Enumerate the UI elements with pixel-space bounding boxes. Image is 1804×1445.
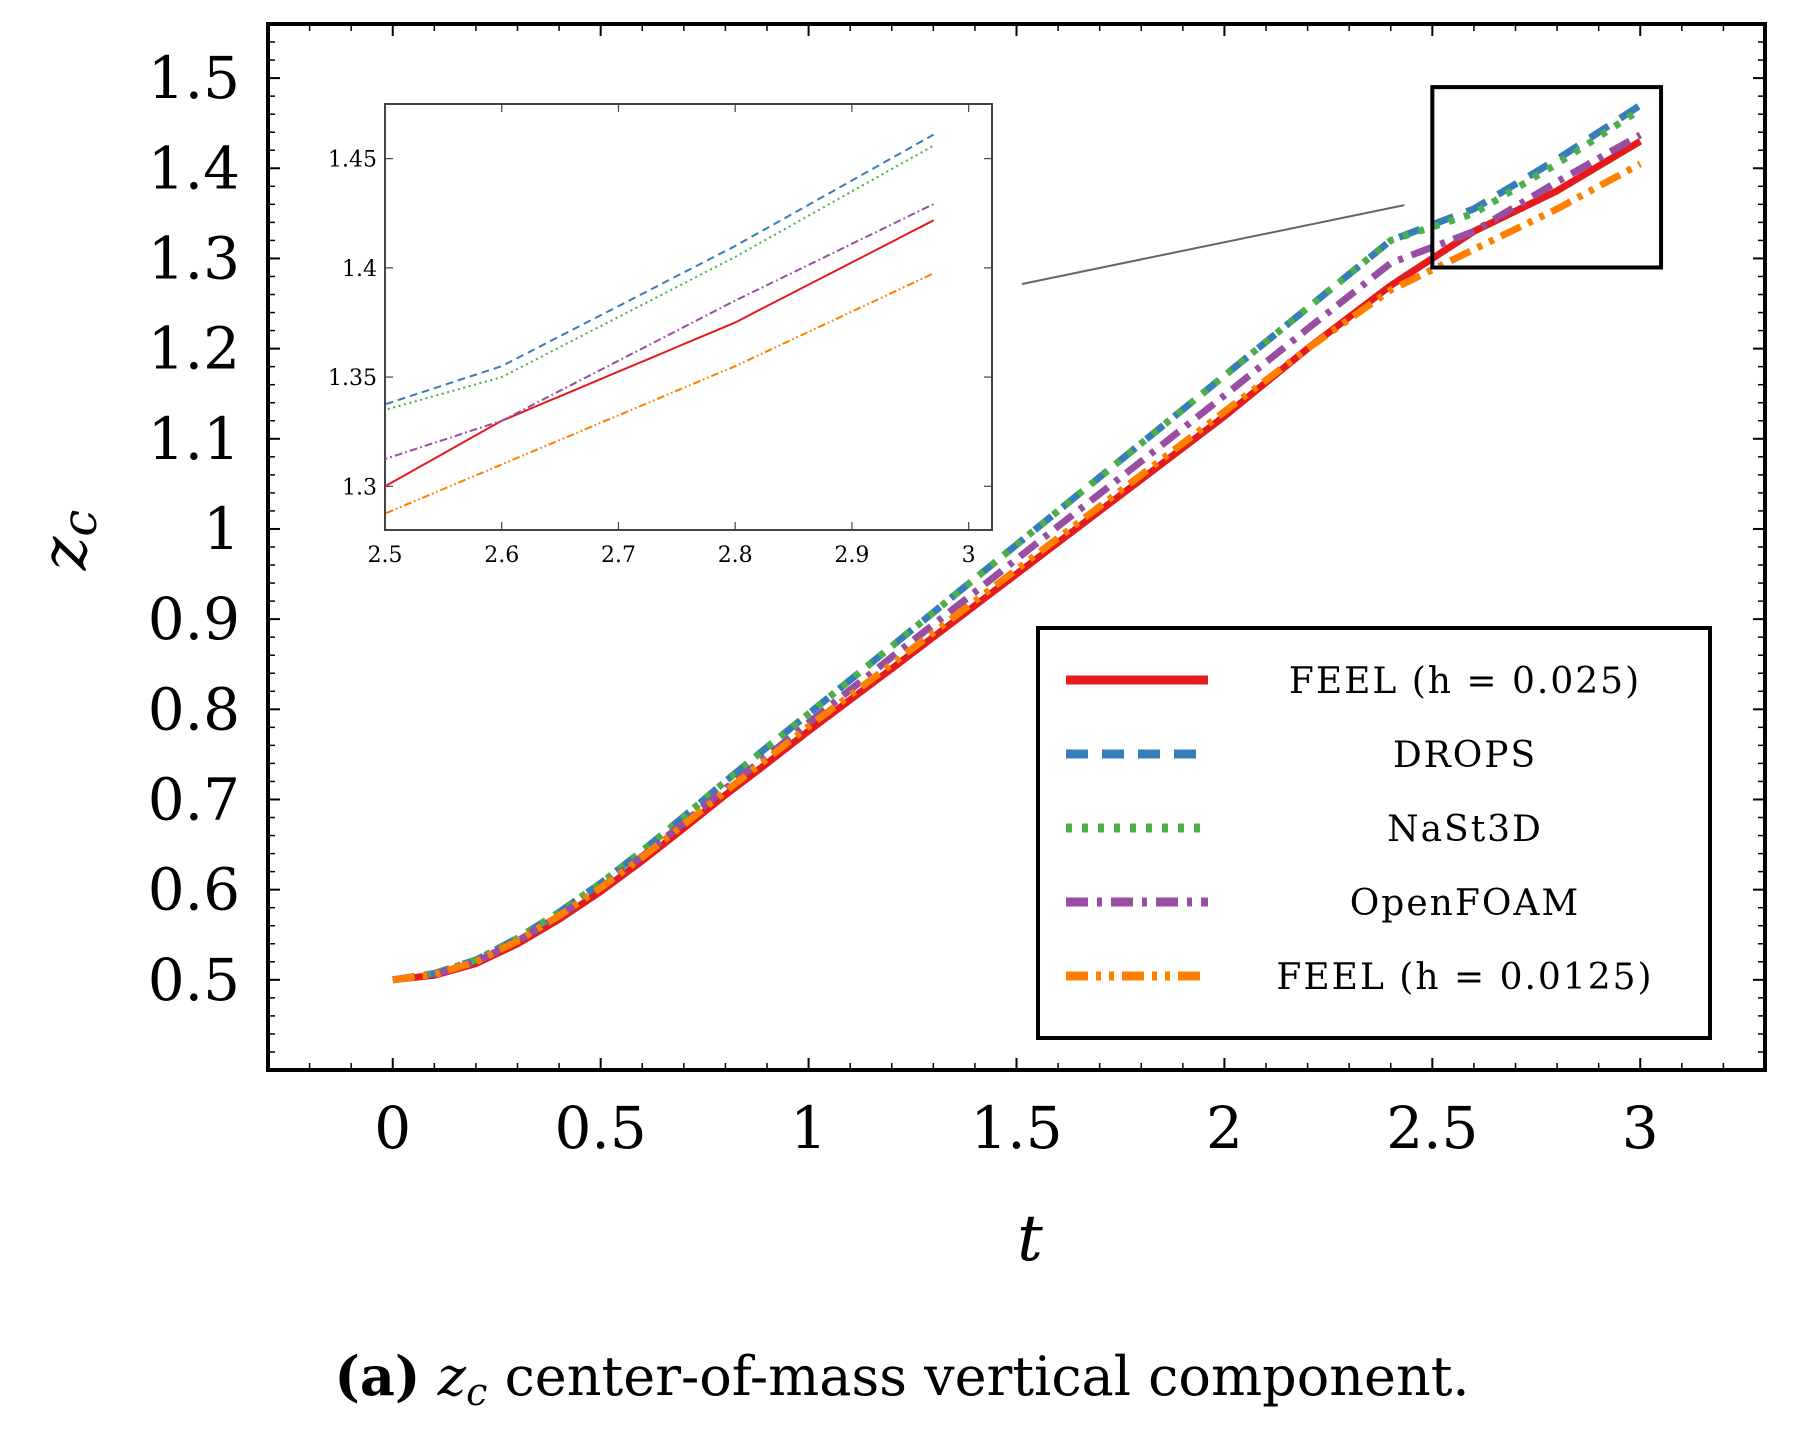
x-tick-label: 3 <box>1622 1094 1659 1162</box>
legend-label-5: FEEL (h = 0.0125) <box>1276 957 1653 998</box>
y-axis-label-base: z <box>28 535 102 571</box>
y-tick-label: 0.6 <box>148 856 240 924</box>
inset-series <box>385 133 935 515</box>
x-axis-label: t <box>1017 1202 1043 1276</box>
legend-items: FEEL (h = 0.025) DROPS NaSt3D OpenFOAM FEEL … <box>1066 661 1653 998</box>
x-tick-label: 1 <box>790 1094 827 1162</box>
inset-frame <box>384 103 993 531</box>
caption-symbol: z <box>437 1345 467 1408</box>
inset-x-tick-label: 2.8 <box>718 543 753 568</box>
y-tick-label: 1.4 <box>148 134 240 202</box>
inset-background <box>385 104 992 530</box>
inset-y-tick-label: 1.3 <box>342 475 377 500</box>
legend-label-1: FEEL (h = 0.025) <box>1289 661 1641 702</box>
y-tick-label: 1.5 <box>148 44 240 112</box>
caption-label: (a) <box>334 1344 420 1408</box>
caption-symbol-sub: c <box>466 1370 487 1414</box>
y-tick-label: 0.9 <box>148 585 240 653</box>
y-tick-label: 0.5 <box>148 946 240 1014</box>
inset-x-tick-label: 2.5 <box>368 543 403 568</box>
legend-label-4: OpenFOAM <box>1350 883 1580 924</box>
inset-x-tick-label: 3 <box>962 543 976 568</box>
y-tick-label: 0.7 <box>148 765 240 833</box>
inset-x-tick-label: 2.7 <box>601 543 636 568</box>
inset-ticks: 2.5 2.6 2.7 2.8 2.9 3 1.3 1.35 1.4 1.45 <box>328 104 992 568</box>
inset-y-tick-label: 1.35 <box>328 366 377 391</box>
y-tick-label: 1.1 <box>148 405 240 473</box>
zoom-box <box>1430 85 1664 270</box>
series-line-feel-h-0-0125 <box>392 160 1642 984</box>
inset-x-tick-label: 2.9 <box>834 543 869 568</box>
inset-series-line-feel-h-0-025 <box>385 219 935 488</box>
caption: (a) zc center-of-mass vertical component… <box>334 1344 1469 1414</box>
inset-x-tick-label: 2.6 <box>484 543 519 568</box>
main-ticks: 0 0.5 1 1.5 2 2.5 3 0.5 0.6 0.7 0.8 0.9 1 1.1 1.2 1.3 1.… <box>148 24 1765 1162</box>
main-plot: 0 0.5 1 1.5 2 2.5 3 0.5 0.6 0.7 0.8 0.9 1 1.1 1.2 1.3 1.… <box>28 22 1767 1276</box>
inset-plot: 2.5 2.6 2.7 2.8 2.9 3 1.3 1.35 1.4 1.45 <box>328 103 993 568</box>
x-tick-label: 0 <box>374 1094 411 1162</box>
caption-description: center-of-mass vertical component. <box>505 1345 1470 1408</box>
legend-label-3: NaSt3D <box>1387 809 1543 850</box>
legend: FEEL (h = 0.025) DROPS NaSt3D OpenFOAM FEEL … <box>1036 626 1712 1040</box>
x-tick-label: 1.5 <box>970 1094 1062 1162</box>
inset-y-tick-label: 1.4 <box>342 257 377 282</box>
x-tick-label: 0.5 <box>555 1094 647 1162</box>
main-series <box>392 102 1643 984</box>
legend-label-2: DROPS <box>1393 735 1537 776</box>
inset-series-line-nast3d <box>385 144 935 411</box>
y-axis-label-sub: c <box>52 510 108 537</box>
x-tick-label: 2 <box>1206 1094 1243 1162</box>
x-tick-label: 2.5 <box>1386 1094 1478 1162</box>
y-tick-label: 1 <box>203 495 240 563</box>
y-tick-label: 1.3 <box>148 224 240 292</box>
y-tick-label: 0.8 <box>148 675 240 743</box>
inset-series-line-openfoam <box>385 203 935 461</box>
y-axis-label: zc <box>28 510 108 572</box>
inset-series-line-feel-h-0-0125 <box>385 272 935 515</box>
legend-frame <box>1036 626 1712 1040</box>
zoom-connector-line <box>1021 204 1405 285</box>
inset-y-tick-label: 1.45 <box>328 148 377 173</box>
y-tick-label: 1.2 <box>148 315 240 383</box>
caption-text: (a) zc center-of-mass vertical component… <box>334 1344 1469 1414</box>
inset-series-line-drops <box>385 133 935 406</box>
